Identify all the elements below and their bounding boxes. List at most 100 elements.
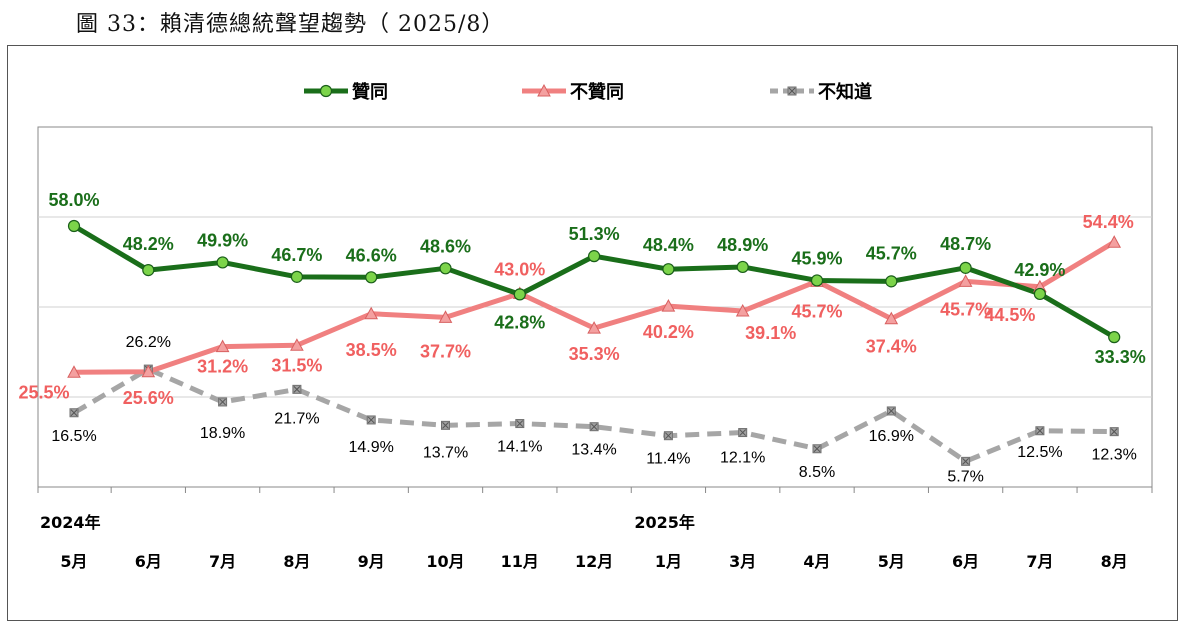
approve-point (662, 263, 675, 276)
disapprove-label: 45.7% (940, 299, 991, 319)
approve-point (290, 270, 303, 283)
x-tick-label: 4月 (803, 552, 830, 571)
unknown-label: 8.5% (799, 464, 835, 481)
approve-label: 49.9% (197, 230, 248, 250)
x-tick-label: 6月 (135, 552, 162, 571)
x-tick-label: 7月 (209, 552, 236, 571)
disapprove-label: 40.2% (643, 322, 694, 342)
disapprove-label: 38.5% (346, 340, 397, 360)
unknown-point-x (590, 423, 598, 431)
unknown-label: 14.9% (349, 439, 394, 456)
approve-point (736, 260, 749, 274)
legend-label: 不贊同 (570, 81, 624, 103)
unknown-label: 16.5% (51, 428, 96, 445)
unknown-label: 14.1% (497, 439, 542, 456)
approve-label: 48.4% (643, 235, 694, 255)
unknown-point-x (1110, 428, 1118, 436)
disapprove-label: 54.4% (1083, 212, 1134, 232)
unknown-label: 13.4% (571, 442, 616, 459)
disapprove-label: 37.7% (420, 341, 471, 361)
disapprove-point (735, 304, 750, 317)
approve-point (1108, 331, 1121, 344)
x-tick-label: 8月 (283, 552, 310, 571)
x-tick-label: 12月 (575, 552, 613, 571)
approve-label: 58.0% (48, 190, 99, 210)
approve-point (959, 261, 972, 274)
x-tick-label: 5月 (60, 552, 87, 571)
approve-point (885, 275, 898, 288)
disapprove-label: 37.4% (866, 337, 917, 357)
disapprove-label: 31.5% (271, 355, 322, 375)
disapprove-point (438, 310, 453, 323)
unknown-label: 11.4% (646, 451, 690, 468)
unknown-label: 5.7% (947, 468, 983, 485)
unknown-label: 26.2% (126, 334, 171, 351)
approve-label: 42.9% (1014, 260, 1065, 280)
disapprove-point (587, 321, 601, 334)
unknown-point-x (739, 429, 747, 436)
disapprove-point (67, 365, 81, 378)
approve-point (67, 219, 81, 233)
unknown-label: 12.3% (1092, 447, 1137, 464)
unknown-point-x (367, 416, 375, 424)
unknown-label: 13.7% (423, 444, 468, 461)
x-tick-label: 9月 (358, 552, 385, 571)
x-tick-label: 11月 (501, 552, 539, 571)
disapprove-label: 25.6% (123, 388, 174, 408)
unknown-label: 21.7% (274, 410, 319, 427)
disapprove-point (364, 306, 379, 320)
approve-label: 46.6% (346, 245, 397, 265)
unknown-point-x (293, 385, 301, 393)
figure-title: 圖 33：賴清德總統聲望趨勢（ 2025/8） (76, 12, 505, 37)
unknown-line (72, 366, 1115, 464)
x-tick-label: 1月 (655, 552, 682, 571)
approve-point (587, 250, 601, 263)
approve-label: 45.7% (866, 243, 917, 263)
disapprove-label: 43.0% (494, 260, 545, 280)
approve-point (216, 256, 229, 269)
approve-point (365, 271, 378, 284)
x-tick-label: 5月 (878, 552, 905, 571)
x-tick-label: 7月 (1026, 552, 1053, 571)
approve-label: 48.6% (420, 236, 471, 256)
unknown-label: 12.5% (1017, 444, 1062, 461)
unknown-point-x (516, 420, 524, 427)
unknown-label: 12.1% (720, 450, 765, 467)
approve-label: 48.7% (940, 234, 991, 254)
unknown-point-x (887, 407, 895, 415)
unknown-point-x (665, 432, 672, 440)
unknown-point-x (442, 421, 449, 429)
approve-label: 33.3% (1095, 347, 1146, 367)
approve-point (810, 274, 824, 287)
unknown-point-x (1036, 427, 1044, 435)
approve-label: 45.9% (791, 248, 842, 268)
approve-label: 46.7% (271, 245, 322, 265)
unknown-point-x (962, 457, 969, 465)
disapprove-label: 45.7% (791, 301, 842, 321)
x-tick-label: 10月 (426, 552, 464, 571)
disapprove-label: 25.5% (18, 382, 69, 402)
legend-label: 贊同 (352, 81, 388, 103)
disapprove-point (290, 338, 304, 351)
legend-marker (319, 84, 333, 98)
legend-marker-x (788, 87, 796, 95)
approve-label: 48.2% (123, 234, 174, 254)
disapprove-label: 39.1% (745, 323, 796, 343)
disapprove-point (884, 311, 899, 325)
disapprove-point (958, 274, 973, 287)
x-tick-label: 3月 (729, 552, 756, 571)
approve-point (1033, 287, 1047, 301)
approve-label: 51.3% (569, 224, 620, 244)
approve-point (142, 264, 155, 277)
approve-label: 48.9% (717, 235, 768, 255)
disapprove-point (141, 364, 156, 378)
approve-point (439, 262, 452, 275)
disapprove-point (215, 339, 230, 353)
unknown-point-x (813, 445, 821, 453)
unknown-point-x (70, 409, 78, 417)
disapprove-label: 44.5% (984, 305, 1035, 325)
disapprove-point (661, 299, 676, 312)
x-year-label: 2024年 (40, 513, 101, 532)
unknown-point-x (219, 398, 226, 406)
